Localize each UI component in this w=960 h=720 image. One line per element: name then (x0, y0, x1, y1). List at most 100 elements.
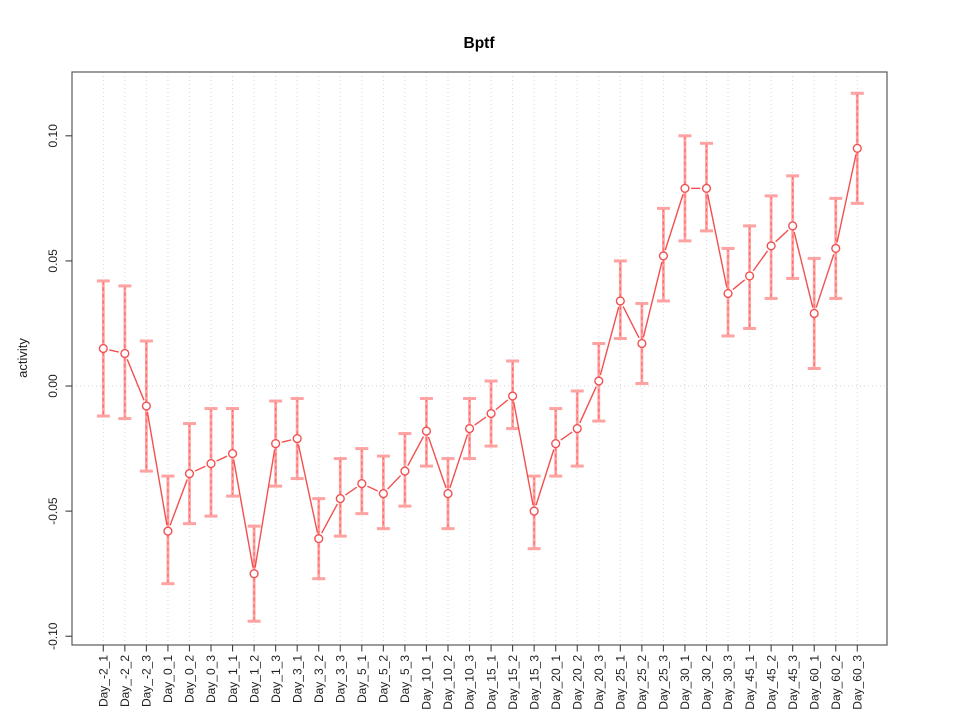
data-point (206, 458, 216, 469)
data-point (701, 183, 712, 193)
data-point (594, 376, 604, 386)
x-tick-label: Day_-2_2 (118, 655, 132, 707)
series-segment (281, 439, 292, 443)
data-point (378, 489, 388, 499)
data-point (314, 534, 324, 544)
data-point (120, 348, 130, 359)
x-tick-label: Day_5_1 (355, 655, 369, 703)
series-segment (642, 261, 663, 338)
y-tick-label: -0.05 (46, 497, 60, 525)
series-segment (752, 250, 769, 272)
series-segment (109, 349, 119, 353)
series-segment (815, 254, 835, 308)
x-tick-label: Day_0_3 (204, 655, 218, 703)
data-point (357, 479, 367, 489)
series-segment (836, 154, 857, 243)
series-segment (560, 431, 573, 441)
x-tick-label: Day_3_3 (333, 655, 347, 703)
y-axis-ticks (65, 135, 72, 637)
y-tick-label: 0.05 (46, 249, 60, 273)
x-tick-label: Day_0_1 (161, 655, 175, 703)
series-segment (254, 449, 276, 568)
x-tick-label: Day_5_2 (377, 655, 391, 703)
data-point (508, 391, 518, 401)
x-tick-label: Day_45_2 (764, 655, 778, 710)
data-point (831, 243, 841, 254)
data-point (141, 401, 151, 411)
series-segment (146, 412, 168, 526)
x-axis-labels: Day_-2_1 Day_-2_2 Day_-2_3 Day_0_1 Day_0_2 Da… (97, 655, 865, 710)
x-tick-label: Day_15_3 (527, 655, 541, 710)
x-tick-label: Day_10_1 (420, 655, 434, 710)
x-gridlines (102, 72, 858, 645)
x-tick-label: Day_-2_3 (140, 655, 154, 707)
data-point (400, 466, 410, 476)
data-point (464, 423, 475, 434)
data-point (637, 338, 647, 349)
data-point (421, 426, 432, 436)
x-tick-label: Day_-2_1 (97, 655, 111, 707)
x-tick-label: Day_30_1 (678, 655, 692, 710)
data-point (658, 251, 669, 261)
x-tick-label: Day_30_2 (700, 655, 714, 710)
data-point (163, 526, 173, 536)
x-tick-label: Day_25_1 (614, 655, 628, 710)
error-bars (96, 91, 864, 623)
series-segment (169, 479, 188, 526)
x-tick-label: Day_30_3 (721, 655, 735, 710)
data-point (788, 221, 798, 231)
x-tick-label: Day_1_1 (226, 655, 240, 703)
series-segment (321, 503, 338, 534)
x-tick-label: Day_3_1 (290, 655, 304, 703)
series-segment (513, 401, 534, 506)
chart-title: Bptf (464, 35, 496, 52)
x-tick-label: Day_15_2 (506, 655, 520, 710)
series-line (109, 154, 857, 568)
series-segment (297, 444, 319, 533)
data-point (335, 494, 345, 504)
x-tick-label: Day_3_2 (312, 655, 326, 703)
x-axis-ticks (102, 645, 858, 652)
x-tick-label: Day_10_3 (463, 655, 477, 710)
series-segment (793, 231, 814, 308)
x-tick-label: Day_25_3 (657, 655, 671, 710)
data-point (486, 408, 496, 419)
data-point (271, 438, 281, 449)
data-point (615, 296, 625, 306)
series-points (98, 143, 862, 579)
data-point (249, 569, 259, 579)
data-point (443, 489, 453, 499)
series-segment (387, 475, 402, 490)
x-tick-label: Day_20_1 (549, 655, 563, 710)
x-tick-label: Day_45_1 (743, 655, 757, 710)
x-tick-label: Day_0_2 (183, 655, 197, 703)
series-segment (707, 194, 728, 288)
series-segment (367, 485, 379, 492)
data-point (529, 506, 539, 516)
x-tick-label: Day_45_3 (786, 655, 800, 710)
y-axis-labels: -0.10 -0.05 0.00 0.05 0.10 (46, 124, 60, 650)
data-point (227, 448, 238, 459)
series-segment (495, 399, 509, 411)
data-point (184, 469, 195, 479)
y-axis-title: activity (15, 338, 30, 378)
series-segment (579, 386, 597, 424)
data-point (98, 343, 108, 354)
data-point (744, 271, 755, 281)
x-tick-label: Day_60_3 (851, 655, 865, 710)
x-tick-label: Day_20_2 (570, 655, 584, 710)
x-tick-label: Day_10_2 (441, 655, 455, 710)
x-tick-label: Day_1_2 (247, 655, 261, 703)
data-point (766, 241, 776, 251)
y-tick-label: 0.00 (46, 374, 60, 398)
x-tick-label: Day_25_2 (635, 655, 649, 710)
x-tick-label: Day_20_3 (592, 655, 606, 710)
series-segment (449, 434, 469, 488)
y-tick-label: -0.10 (46, 622, 60, 650)
data-point (292, 433, 302, 444)
series-segment (344, 486, 358, 496)
data-point (723, 288, 733, 299)
plot-box (71, 71, 888, 646)
